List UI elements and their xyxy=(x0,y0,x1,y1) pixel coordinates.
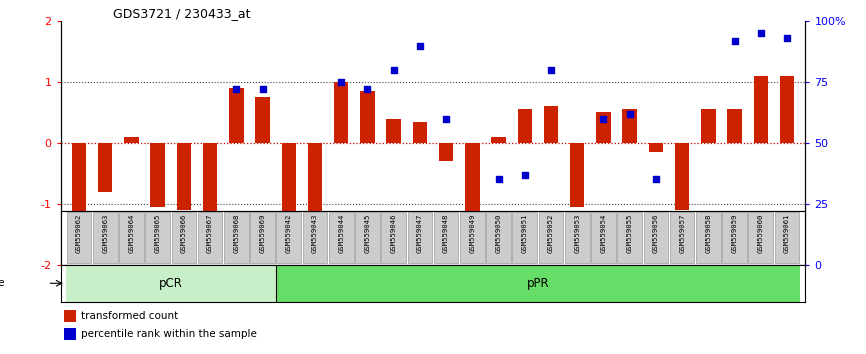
Bar xyxy=(386,119,401,143)
Text: GDS3721 / 230433_at: GDS3721 / 230433_at xyxy=(113,7,250,20)
Point xyxy=(308,257,322,263)
Bar xyxy=(597,113,611,143)
Bar xyxy=(753,76,768,143)
Point xyxy=(675,225,689,231)
Point xyxy=(229,86,243,92)
Bar xyxy=(465,143,480,237)
Point xyxy=(413,43,427,48)
Bar xyxy=(64,310,75,322)
Bar xyxy=(229,88,243,143)
Point xyxy=(597,116,611,121)
Bar xyxy=(544,107,559,143)
Point xyxy=(780,35,794,41)
Bar xyxy=(275,264,800,302)
Bar xyxy=(570,143,585,207)
Bar xyxy=(66,264,275,302)
Bar xyxy=(307,143,322,216)
Text: disease state: disease state xyxy=(0,278,4,288)
Bar xyxy=(255,97,269,143)
Bar xyxy=(727,109,742,143)
Point xyxy=(334,79,348,85)
Bar xyxy=(675,143,689,210)
Point xyxy=(255,86,269,92)
Point xyxy=(623,111,637,116)
Text: pPR: pPR xyxy=(527,277,549,290)
Point xyxy=(439,116,453,121)
Point xyxy=(72,257,86,263)
Point xyxy=(151,250,165,255)
Point xyxy=(544,67,558,73)
Text: transformed count: transformed count xyxy=(81,311,178,321)
Point xyxy=(571,250,585,255)
Bar xyxy=(177,143,191,210)
Point xyxy=(281,257,295,263)
Point xyxy=(492,177,506,182)
Bar xyxy=(334,82,348,143)
Point xyxy=(727,38,741,44)
Bar xyxy=(649,143,663,152)
Bar xyxy=(491,137,506,143)
Bar xyxy=(72,143,87,222)
Text: pCR: pCR xyxy=(158,277,183,290)
Bar xyxy=(623,109,637,143)
Point xyxy=(204,257,217,263)
Bar xyxy=(281,143,296,222)
Bar xyxy=(98,143,113,192)
Bar xyxy=(64,327,75,340)
Bar xyxy=(203,143,217,225)
Point xyxy=(360,86,374,92)
Point xyxy=(465,242,479,248)
Text: percentile rank within the sample: percentile rank within the sample xyxy=(81,329,256,339)
Point xyxy=(701,233,715,238)
Bar xyxy=(360,91,375,143)
Point xyxy=(518,172,532,177)
Bar xyxy=(413,122,427,143)
Bar xyxy=(151,143,165,207)
Bar xyxy=(124,137,139,143)
Bar xyxy=(779,76,794,143)
Point xyxy=(649,177,662,182)
Bar xyxy=(518,109,532,143)
Point xyxy=(98,252,112,258)
Bar xyxy=(439,143,453,161)
Point xyxy=(387,67,401,73)
Point xyxy=(754,30,768,36)
Point xyxy=(125,221,139,226)
Point xyxy=(177,252,191,258)
Bar xyxy=(701,109,715,143)
